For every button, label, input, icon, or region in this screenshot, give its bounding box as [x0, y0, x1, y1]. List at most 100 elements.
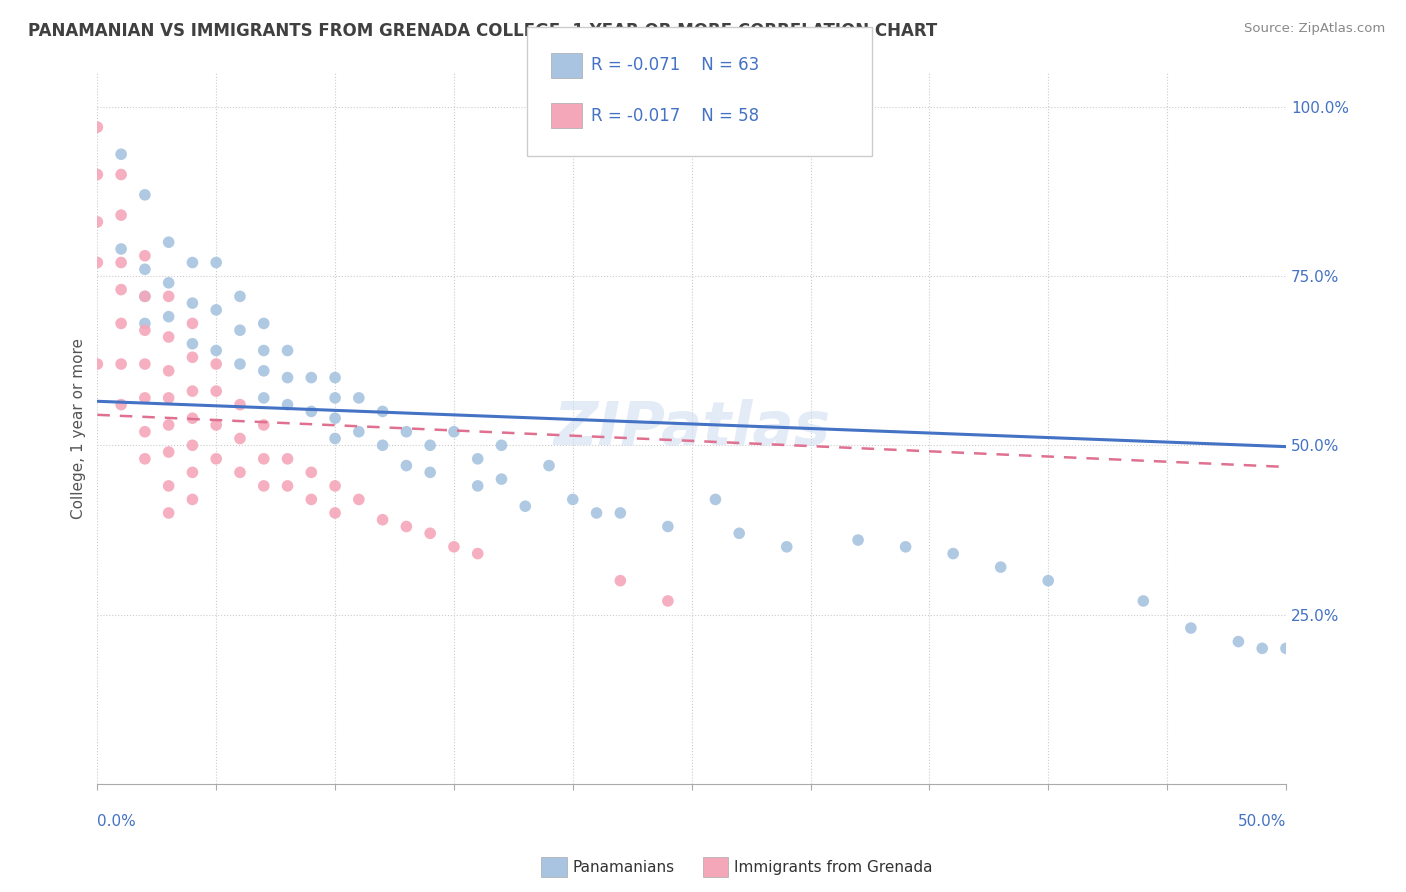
Point: [110, 398, 132, 412]
Point: [110, 255, 132, 269]
Point: [181, 317, 204, 331]
Point: [347, 391, 370, 405]
Point: [205, 384, 228, 398]
Point: [395, 519, 418, 533]
Point: [299, 404, 322, 418]
Point: [86, 357, 108, 371]
Point: [157, 479, 180, 493]
Text: 0.0%: 0.0%: [97, 814, 136, 830]
Point: [537, 458, 560, 473]
Point: [894, 540, 917, 554]
Point: [657, 519, 679, 533]
Point: [277, 398, 299, 412]
Point: [253, 317, 276, 331]
Point: [277, 370, 299, 384]
Point: [515, 499, 537, 513]
Text: Source: ZipAtlas.com: Source: ZipAtlas.com: [1244, 22, 1385, 36]
Point: [657, 594, 679, 608]
Point: [157, 391, 180, 405]
Point: [157, 445, 180, 459]
Point: [157, 417, 180, 432]
Point: [157, 235, 180, 250]
Point: [467, 451, 489, 466]
Point: [776, 540, 799, 554]
Point: [371, 404, 394, 418]
Point: [157, 310, 180, 324]
Point: [443, 425, 465, 439]
Point: [561, 492, 583, 507]
Point: [419, 526, 441, 541]
Point: [229, 398, 252, 412]
Point: [157, 276, 180, 290]
Point: [609, 574, 631, 588]
Point: [157, 330, 180, 344]
Point: [728, 526, 751, 541]
Point: [585, 506, 607, 520]
Point: [86, 120, 108, 135]
Text: R = -0.017    N = 58: R = -0.017 N = 58: [591, 107, 759, 125]
Point: [134, 262, 156, 277]
Point: [181, 255, 204, 269]
Point: [371, 513, 394, 527]
Point: [323, 370, 346, 384]
Point: [181, 492, 204, 507]
Point: [846, 533, 869, 547]
Point: [181, 296, 204, 310]
Point: [253, 479, 276, 493]
Point: [229, 432, 252, 446]
Point: [1180, 621, 1202, 635]
Point: [323, 411, 346, 425]
Point: [467, 479, 489, 493]
Point: [110, 317, 132, 331]
Point: [371, 438, 394, 452]
Point: [181, 351, 204, 365]
Point: [110, 283, 132, 297]
Point: [347, 492, 370, 507]
Point: [110, 147, 132, 161]
Point: [323, 391, 346, 405]
Point: [491, 438, 513, 452]
Point: [205, 302, 228, 317]
Point: [229, 323, 252, 337]
Point: [205, 451, 228, 466]
Point: [134, 289, 156, 303]
Point: [419, 466, 441, 480]
Point: [299, 492, 322, 507]
Y-axis label: College, 1 year or more: College, 1 year or more: [72, 338, 86, 519]
Point: [229, 289, 252, 303]
Text: Panamanians: Panamanians: [572, 860, 675, 874]
Point: [134, 249, 156, 263]
Point: [134, 425, 156, 439]
Point: [323, 479, 346, 493]
Point: [181, 336, 204, 351]
Point: [86, 215, 108, 229]
Text: R = -0.071    N = 63: R = -0.071 N = 63: [591, 56, 759, 74]
Point: [395, 425, 418, 439]
Point: [253, 451, 276, 466]
Point: [205, 255, 228, 269]
Point: [134, 357, 156, 371]
Point: [181, 438, 204, 452]
Point: [205, 417, 228, 432]
Point: [323, 506, 346, 520]
Point: [277, 479, 299, 493]
Point: [323, 432, 346, 446]
Point: [86, 255, 108, 269]
Point: [134, 323, 156, 337]
Point: [181, 466, 204, 480]
Point: [134, 451, 156, 466]
Point: [134, 391, 156, 405]
Point: [86, 168, 108, 182]
Point: [205, 357, 228, 371]
Point: [253, 364, 276, 378]
Point: [134, 187, 156, 202]
Point: [299, 370, 322, 384]
Point: [229, 357, 252, 371]
Point: [229, 466, 252, 480]
Point: [277, 451, 299, 466]
Point: [491, 472, 513, 486]
Text: PANAMANIAN VS IMMIGRANTS FROM GRENADA COLLEGE, 1 YEAR OR MORE CORRELATION CHART: PANAMANIAN VS IMMIGRANTS FROM GRENADA CO…: [28, 22, 938, 40]
Text: 50.0%: 50.0%: [1237, 814, 1286, 830]
Point: [704, 492, 727, 507]
Point: [205, 343, 228, 358]
